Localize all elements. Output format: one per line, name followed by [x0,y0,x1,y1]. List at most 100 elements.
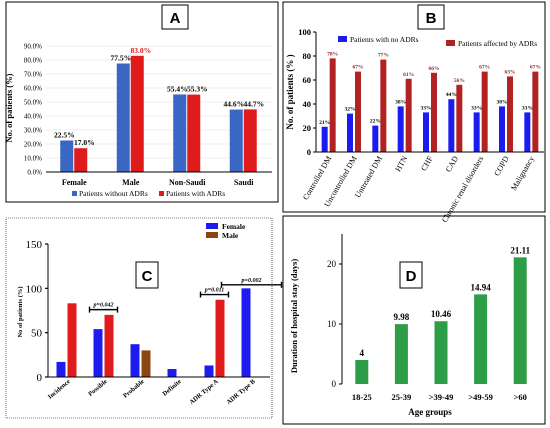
panel-a-chart: A 0.0% 10.0% 20.0% 30.0% 40.0% 50.0% 60.0% 70.0… [4,1,279,203]
panel-b-chart: B 0 20 40 60 80 100 21% 78% 32% 67% 22% 77% 38% 61% 3… [282,1,546,224]
panel-b-data-label: 32% [345,107,356,113]
panel-b-bar [380,59,387,152]
panel-b-y-tick-label: 40 [303,99,312,109]
panel-d-x-tick-label: >49-59 [468,392,493,402]
panel-a-data-label: 44.6% [223,100,244,109]
panel-a-y-tick-label: 70.0% [24,71,42,79]
panel-b-data-label: 63% [505,69,516,75]
panel-c-bar [130,344,140,377]
panel-b-data-label: 38% [395,99,406,105]
panel-b-bar [372,125,379,152]
panel-b-bar [355,71,361,152]
panel-b-y-tick-label: 100 [298,27,311,37]
panel-a-data-label: 22.5% [54,131,75,140]
panel-b-x-tick-label: COPD [492,154,511,177]
panel-b-x-tick-label: HTN [393,154,409,173]
panel-a-data-label: 83.0% [130,46,151,55]
panel-b-bar [481,71,488,152]
panel-a-bar [243,109,257,172]
panel-b-data-label: 67% [530,65,541,71]
panel-a-data-label: 17.0% [74,138,95,147]
panel-b-x-tick-label: Malignancy [509,155,536,193]
panel-c-bar [167,369,177,377]
panel-c-y-tick-label: 150 [26,239,43,251]
panel-d-x-tick-label: >60 [514,392,527,402]
panel-a-x-tick-label: Female [62,178,87,187]
panel-b-legend-label: Patients with no ADRs [350,35,419,44]
panel-d-bar [513,257,527,384]
panel-c-p-value: p=0.002 [241,278,262,284]
panel-c-x-tick-label: Probable [122,378,146,400]
panel-b-bar [524,112,531,152]
panel-b-data-label: 44% [446,92,457,98]
panel-a-x-tick-label: Male [122,178,140,187]
panel-c-bar [56,361,66,377]
panel-a-y-axis-label: No. of patients (%) [4,73,14,142]
panel-c-legend-label: Female [222,222,246,231]
panel-b-data-label: 33% [421,105,432,111]
panel-b-data-label: 38% [497,99,508,105]
panel-a-x-tick-label: Non-Saudi [169,178,206,187]
panel-b-bar [448,99,455,152]
panel-b-bar [431,72,437,152]
panel-c-bar [141,350,151,377]
panel-b-data-label: 66% [429,66,440,72]
panel-b-bar [473,112,480,152]
panel-a-y-tick-label: 30.0% [24,127,42,135]
panel-a-bar [187,94,201,172]
panel-b-data-label: 77% [378,53,389,59]
panel-c-x-tick-label: Possible [87,378,109,398]
panel-c-y-tick-label: 50 [31,328,43,340]
panel-b-bar [397,106,404,152]
panel-c-x-tick-label: ADR Type B [225,378,257,406]
panel-a-legend-label: Patients with ADRs [166,189,225,198]
panel-c-x-tick-label: Incidence [47,378,72,401]
panel-d-bar [474,294,488,384]
panel-a-data-label: 55.4% [167,84,188,93]
panel-c-bar [104,314,114,377]
panel-b-bar [321,126,328,152]
panel-a-legend-label: Patients without ADRs [79,189,148,198]
panel-a-legend: Patients without ADRs Patients with ADRs [72,189,225,198]
panel-a-data-label: 77.5% [110,54,131,63]
panel-d-x-axis-label: Age groups [408,407,452,417]
panel-c-x-tick-label: ADR Type A [188,378,220,406]
panel-a-bar [173,94,187,172]
panel-b-data-label: 61% [403,72,414,78]
panel-b-data-label: 22% [370,119,381,125]
panel-a-data-label: 44.7% [243,99,264,108]
panel-c-bar [241,288,251,377]
panel-b-bar [405,78,412,152]
panel-c-y-axis-label: No of patients (%) [17,286,24,337]
panel-d-data-label: 10.46 [431,309,452,319]
panel-a-y-tick-label: 80.0% [24,57,42,65]
panel-b-bar [329,58,336,152]
panel-a-bar [60,140,74,172]
panel-b-x-tick-label: CHF [419,154,435,172]
panel-d-chart: D 0 10 20 4 9.98 10.46 14.94 21.11 18-25 25-39 >… [282,215,546,425]
panel-b-bar [347,113,353,152]
panel-d-x-tick-label: 18-25 [352,392,372,402]
panel-a-bar [229,109,243,172]
panel-b-y-tick-label: 60 [303,75,312,85]
panel-a-y-tick-label: 90.0% [24,43,42,51]
panel-b-bar [456,84,463,152]
panel-b-data-label: 67% [479,65,490,71]
panel-d-y-tick-label: 0 [332,379,337,389]
panel-d-x-tick-label: 25-39 [391,392,411,402]
panel-a-badge: A [170,10,181,27]
panel-c-bar [215,299,225,377]
panel-b-data-label: 67% [353,65,364,71]
panel-a-data-label: 55.3% [187,85,208,94]
panel-a-y-tick-label: 40.0% [24,113,42,121]
panel-b-badge: B [426,10,437,27]
panel-d-bar [434,321,448,384]
panel-a-y-tick-label: 10.0% [24,155,42,163]
panel-b-legend: Patients with no ADRs Patients affected … [338,35,537,48]
panel-c-legend: Female Male [206,222,246,240]
panel-d-y-axis-label: Duration of hospital stay (days) [289,259,299,373]
panel-d-data-label: 4 [360,348,365,358]
panel-c-chart: C 0 50 100 150 Incidence Possible Probable Def… [5,217,283,419]
panel-c-y-tick-label: 100 [26,283,43,295]
